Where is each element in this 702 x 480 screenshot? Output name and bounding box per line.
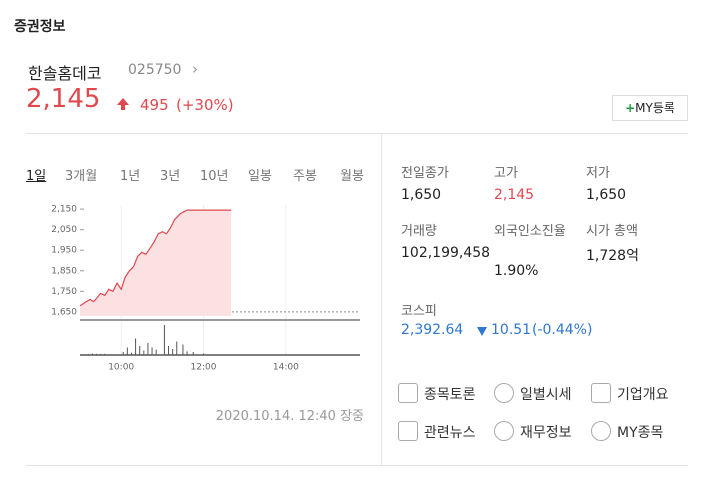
link-icon[interactable] bbox=[398, 421, 418, 441]
stock-name[interactable]: 한솔홈데코 bbox=[28, 64, 102, 83]
chart: 10:00 12:00 14:00 1,650 1,750 1,850 1,950 2,050… bbox=[51, 205, 360, 373]
price-line bbox=[79, 209, 232, 307]
divider bbox=[381, 133, 382, 465]
link[interactable]: 관련뉴스 bbox=[424, 425, 476, 441]
stat-value: 1,650 bbox=[586, 187, 627, 203]
stat-value: 2,145 bbox=[494, 187, 535, 203]
y-tick-label: 1,750 bbox=[51, 287, 77, 297]
divider bbox=[26, 133, 688, 134]
y-tick-label: 1,850 bbox=[51, 266, 77, 276]
stat-label: 외국인소진율 bbox=[494, 224, 566, 239]
change-pct: (+30%) bbox=[176, 96, 234, 114]
link-icon[interactable] bbox=[494, 421, 514, 441]
chevron[interactable]: › bbox=[192, 60, 198, 78]
stat-label: 고가 bbox=[494, 166, 518, 181]
link[interactable]: 재무정보 bbox=[520, 425, 572, 441]
tab[interactable]: 3개월 bbox=[65, 169, 98, 184]
index-value: 2,392.64 bbox=[401, 322, 464, 338]
stat-label: 거래량 bbox=[401, 224, 437, 239]
tab[interactable]: 1일 bbox=[26, 169, 47, 184]
down-arrow bbox=[477, 327, 487, 336]
my-button-label: MY등록 bbox=[635, 101, 675, 115]
link[interactable]: MY종목 bbox=[617, 425, 664, 441]
tab[interactable]: 10년 bbox=[200, 169, 229, 184]
x-tick-label: 14:00 bbox=[273, 363, 299, 373]
price: 2,145 bbox=[26, 84, 101, 114]
link-icon[interactable] bbox=[494, 383, 514, 403]
x-tick-label: 10:00 bbox=[108, 363, 134, 373]
index-change-pct: (-0.44%) bbox=[532, 322, 593, 338]
y-tick-label: 1,650 bbox=[51, 307, 77, 317]
index-change: 10.51 bbox=[491, 322, 532, 338]
divider bbox=[26, 465, 688, 466]
tab[interactable]: 3년 bbox=[160, 169, 181, 184]
stat-label: 전일종가 bbox=[401, 166, 449, 181]
link-icon[interactable] bbox=[591, 383, 611, 403]
tab[interactable]: 일봉 bbox=[248, 169, 272, 184]
area bbox=[80, 210, 232, 316]
tab[interactable]: 1년 bbox=[120, 169, 141, 184]
tab[interactable]: 주봉 bbox=[293, 169, 317, 184]
tab[interactable]: 월봉 bbox=[340, 169, 364, 184]
stat-label: 시가 총액 bbox=[586, 224, 638, 239]
change: 495 bbox=[140, 96, 169, 114]
index-label: 코스피 bbox=[401, 304, 437, 319]
y-tick-label: 2,050 bbox=[51, 225, 77, 235]
stat-value: 1.90% bbox=[494, 263, 539, 279]
stat-value: 1,728억 bbox=[586, 248, 639, 264]
stat-value: 1,650 bbox=[401, 187, 442, 203]
link-icon[interactable] bbox=[591, 421, 611, 441]
section-title: 증권정보 bbox=[14, 19, 66, 35]
link-icon[interactable] bbox=[398, 383, 418, 403]
stat-value: 102,199,458 bbox=[401, 245, 491, 261]
stat-label: 저가 bbox=[586, 166, 610, 181]
link[interactable]: 기업개요 bbox=[617, 387, 669, 403]
y-tick-label: 2,150 bbox=[51, 205, 77, 215]
x-tick-label: 12:00 bbox=[191, 363, 217, 373]
my-button[interactable]: +MY등록 bbox=[612, 95, 688, 121]
link[interactable]: 종목토론 bbox=[424, 387, 476, 403]
stock-code: 025750 bbox=[128, 62, 182, 78]
y-tick-label: 1,950 bbox=[51, 246, 77, 256]
link[interactable]: 일별시세 bbox=[520, 387, 572, 403]
up-arrow bbox=[117, 98, 129, 110]
timestamp: 2020.10.14. 12:40 장중 bbox=[215, 409, 364, 424]
